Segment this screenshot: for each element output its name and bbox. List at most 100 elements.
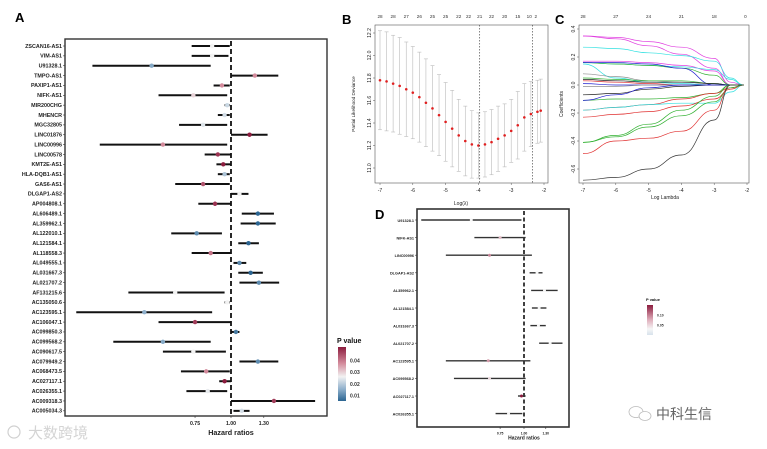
hazard-ratio-point [222, 112, 227, 118]
hazard-ratio-point [191, 349, 196, 354]
hazard-ratio-point [212, 201, 218, 206]
deviance-point [385, 80, 388, 83]
x-tick-label: -7 [378, 188, 383, 194]
gene-label: NIFK-AS1 [396, 236, 414, 240]
hazard-ratio-point [221, 162, 226, 167]
x-axis-label: Log(λ) [454, 201, 469, 207]
legend-title: P value [646, 297, 661, 302]
x-tick-label: 1.30 [542, 431, 549, 435]
gene-label: AL031667.3 [393, 324, 414, 328]
hazard-ratio-point [222, 171, 227, 177]
legend-tick-label: 0.05 [657, 324, 664, 328]
deviance-point [477, 144, 480, 147]
coefficient-path [582, 84, 744, 111]
deviance-point [391, 82, 395, 85]
gene-label: AC027117.1 [393, 395, 414, 399]
hazard-ratio-point [237, 260, 242, 266]
gene-label: MHENCR [38, 113, 62, 119]
table-row: AL049555.1 [32, 260, 247, 267]
table-row: LINC01876 [34, 133, 268, 139]
deviance-point [523, 116, 526, 119]
y-tick-label: 0.0 [571, 81, 577, 88]
x-tick-label: -4 [476, 188, 481, 194]
deviance-point [463, 139, 467, 143]
hazard-ratio-point [192, 319, 198, 325]
table-row: AF131215.6 [32, 290, 225, 296]
x-tick-label: 0.75 [497, 431, 504, 435]
gene-label: AC106047.1 [32, 320, 62, 326]
table-row: DLGAP1-AS2 [390, 271, 543, 276]
table-row: AL021707.2 [393, 341, 563, 346]
y-tick-label: -0.6 [571, 164, 577, 173]
table-row: U91328.1 [39, 64, 211, 70]
y-tick-label: 11.2 [367, 141, 373, 151]
x-tick-label: 0.75 [190, 421, 200, 427]
y-tick-label: -0.2 [571, 108, 577, 117]
deviance-point [378, 78, 382, 82]
x-tick-label: -3 [509, 188, 514, 194]
gene-label: MGC32805 [34, 123, 62, 129]
table-row: AC099568.2 [32, 339, 211, 346]
y-tick-label: 11.6 [367, 96, 373, 106]
hazard-ratio-point [239, 408, 244, 414]
hazard-ratio-point [542, 288, 546, 292]
hazard-ratio-point [519, 394, 523, 398]
coefficient-path [582, 84, 744, 143]
watermark-text: 中科生信 [656, 407, 712, 423]
gene-label: LINC00996 [395, 254, 414, 258]
deviance-point [444, 120, 447, 124]
table-row: AL031667.3 [32, 270, 263, 277]
legend-tick-label: 0.04 [350, 358, 360, 364]
hazard-ratio-point [160, 339, 166, 344]
gene-label: AL118558.3 [33, 251, 62, 257]
top-axis-label: 24 [646, 14, 652, 19]
table-row: AL359962.1 [393, 288, 558, 293]
y-tick-label: 11.0 [367, 163, 373, 173]
table-row: AL606489.1 [32, 211, 274, 217]
hazard-ratio-point [248, 270, 253, 275]
deviance-point [509, 129, 513, 133]
table-row: AC106047.1 [32, 319, 231, 326]
deviance-point [404, 87, 408, 91]
deviance-point [536, 110, 539, 114]
top-axis-label: 15 [515, 14, 521, 19]
hazard-ratio-point [536, 324, 540, 328]
y-tick-label: 12.2 [367, 28, 373, 38]
gene-label: KMT2E-AS1 [31, 162, 62, 168]
hazard-ratio-point [548, 341, 552, 345]
table-row: AC090617.5 [32, 349, 226, 355]
legend-colorbar [338, 347, 346, 401]
panel-d-forest-plot: U91328.1 NIFK-AS1 LINC00996 DLGAP1-AS2 AL359… [390, 208, 664, 441]
legend-tick-label: 0.03 [350, 370, 360, 376]
gene-label: AL021707.2 [393, 342, 414, 346]
coefficient-path [582, 84, 744, 181]
gene-label: LINC01876 [34, 133, 62, 139]
table-row: LINC00996 [395, 253, 532, 258]
y-tick-label: 11.8 [367, 73, 373, 83]
top-axis-label: 22 [489, 14, 495, 19]
table-row: AL121584.1 [32, 241, 259, 247]
x-tick-label: -2 [542, 188, 547, 194]
table-row: AC099850.3 [32, 329, 240, 336]
panel-b-cv-deviance-plot: -7 -6 -5 -4 -3 -2 11.0 11.2 11.4 11.6 11.8 12.0 12.2… [351, 14, 549, 207]
hazard-ratio-point [255, 221, 261, 226]
hazard-ratio-point [507, 412, 511, 416]
wechat-icon [638, 411, 652, 421]
table-row: AC026355.1 [32, 388, 228, 395]
top-axis-label: 26 [417, 14, 423, 19]
gene-label: AC027117.1 [32, 379, 62, 385]
table-row: AL359962.1 [32, 221, 276, 227]
x-axis-label: Log Lambda [651, 195, 679, 201]
watermark-logo-icon [7, 425, 21, 439]
panel-label-d: D [375, 207, 384, 222]
table-row: PAXIP1-AS1 [31, 83, 230, 89]
table-row: KMT2E-AS1 [31, 162, 231, 168]
hazard-ratio-point [173, 290, 178, 295]
table-row: AC099568.2 [393, 376, 526, 381]
table-row: MIR200CHG [31, 103, 230, 109]
gene-label: PAXIP1-AS1 [31, 83, 62, 89]
table-row: DLGAP1-AS2 [28, 191, 249, 198]
p-value-legend: P value 0.04 0.03 0.02 0.01 [337, 338, 361, 401]
table-row: LINC00996 [34, 142, 228, 148]
